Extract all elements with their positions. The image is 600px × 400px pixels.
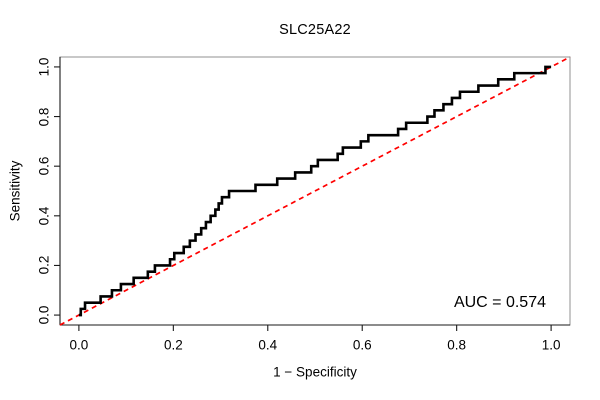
chance-diagonal-line (59, 56, 571, 326)
y-tick-label: 0.8 (36, 107, 52, 126)
auc-value-label: AUC = 0.574 (453, 294, 546, 311)
y-tick-label: 1.0 (36, 57, 52, 77)
x-tick-label: 1.0 (541, 337, 561, 353)
x-tick-label: 0.8 (447, 337, 467, 353)
y-tick-label: 0.6 (36, 156, 52, 176)
y-tick-label: 0.2 (36, 256, 52, 275)
y-axis-title: Sensitivity (7, 160, 23, 222)
x-axis-title: 1 − Specificity (273, 364, 357, 380)
chart-title: SLC25A22 (279, 22, 351, 38)
y-tick-label: 0.4 (36, 206, 52, 226)
x-tick-label: 0.6 (352, 337, 372, 353)
x-tick-label: 0.4 (258, 337, 278, 353)
y-tick-label: 0.0 (36, 305, 52, 325)
x-tick-label: 0.0 (69, 337, 89, 353)
roc-curve-line (78, 65, 552, 317)
x-tick-label: 0.2 (163, 337, 183, 353)
